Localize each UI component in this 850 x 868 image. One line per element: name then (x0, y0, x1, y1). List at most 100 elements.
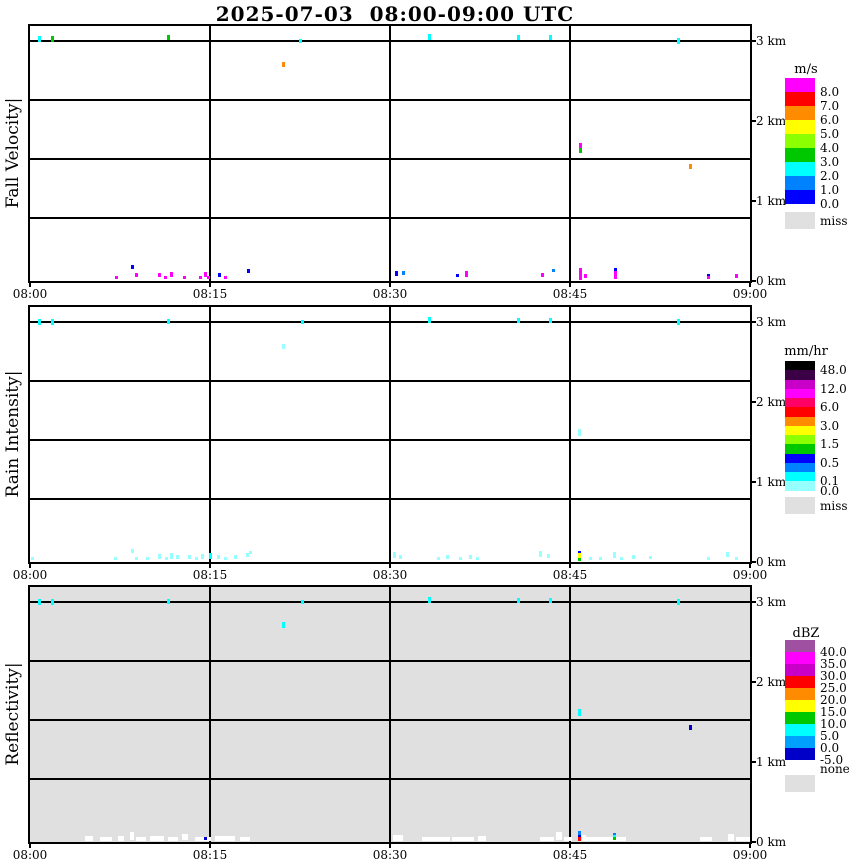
data-point (165, 556, 169, 560)
colorbar-miss-block (785, 775, 815, 792)
gridline-horizontal (30, 438, 750, 441)
data-point (455, 273, 459, 277)
y-tick-label: 0 km (756, 835, 787, 849)
x-tick-mark (749, 844, 751, 848)
data-point (393, 835, 404, 841)
colorbar-value-label: 25.0 (820, 681, 847, 695)
gridline-horizontal (30, 718, 750, 721)
colorbar-block (785, 398, 815, 408)
colorbar-value-label: 3.0 (820, 418, 840, 433)
colorbar-miss-block (785, 212, 815, 229)
data-point (166, 35, 170, 41)
data-point (84, 835, 93, 841)
data-point (198, 275, 202, 279)
y-tick-mark (752, 841, 756, 843)
data-point (207, 275, 211, 279)
data-point (612, 837, 616, 841)
data-point (401, 271, 405, 275)
colorbar-value-label: 35.0 (820, 657, 847, 671)
gridline-vertical (209, 307, 211, 562)
colorbar-value-label: 0.5 (820, 455, 840, 470)
colorbar-block (785, 425, 815, 435)
colorbar-block (785, 676, 815, 688)
colorbar-value-label: 6.0 (820, 400, 840, 415)
x-tick-label: 08:45 (552, 848, 588, 862)
colorbar-value-label: 10.0 (820, 717, 847, 731)
data-point (158, 273, 162, 278)
colorbar-block (785, 435, 815, 445)
data-point (676, 599, 680, 605)
data-point (188, 555, 192, 560)
colorbar-value-label: 3.0 (820, 155, 840, 169)
data-point (586, 836, 626, 841)
colorbar-value-label: 0.0 (820, 483, 840, 498)
data-point (245, 552, 249, 557)
data-point (476, 556, 480, 560)
colorbar-block (785, 444, 815, 454)
y-tick-mark (752, 40, 756, 42)
data-point (113, 556, 117, 560)
data-point (632, 555, 636, 560)
data-point (428, 597, 432, 604)
colorbar-miss-label: none (820, 762, 850, 776)
x-tick-label: 09:00 (732, 848, 768, 862)
data-point (706, 276, 710, 280)
colorbar-block (785, 120, 815, 134)
data-point (468, 555, 472, 560)
y-tick-mark (752, 601, 756, 603)
data-point (516, 34, 520, 40)
colorbar-value-label: 6.0 (820, 113, 840, 127)
gridline-vertical (209, 26, 211, 281)
x-tick-label: 08:45 (552, 568, 588, 582)
y-tick-mark (752, 761, 756, 763)
colorbar-value-label: 20.0 (820, 693, 847, 707)
data-point (150, 835, 165, 841)
data-point (428, 34, 432, 40)
x-tick-mark (389, 283, 391, 287)
data-point (579, 148, 583, 154)
data-point (176, 555, 180, 560)
colorbar-value-label: 7.0 (820, 99, 840, 113)
y-tick-mark (752, 401, 756, 403)
colorbar-block (785, 388, 815, 398)
data-point (727, 833, 734, 841)
data-point (215, 835, 235, 841)
data-point (588, 556, 592, 560)
gridline-vertical (209, 587, 211, 842)
data-point (578, 831, 582, 836)
colorbar-block (785, 134, 815, 148)
y-tick-label: 0 km (756, 274, 787, 288)
data-point (516, 317, 520, 323)
data-point (224, 275, 228, 279)
data-point (549, 597, 553, 603)
colorbar-block (785, 736, 815, 748)
data-point (614, 268, 618, 272)
x-tick-mark (389, 844, 391, 848)
x-tick-label: 08:30 (372, 287, 408, 301)
gridline-vertical (569, 26, 571, 281)
colorbar-block (785, 176, 815, 190)
data-point (208, 552, 212, 559)
x-tick-label: 08:30 (372, 848, 408, 862)
data-point (676, 319, 680, 325)
colorbar-block (785, 748, 815, 760)
gridline-horizontal (30, 40, 750, 42)
data-point (38, 35, 42, 42)
data-point (146, 556, 150, 560)
x-tick-label: 08:15 (192, 287, 228, 301)
data-point (546, 553, 550, 558)
colorbar-value-label: 0.0 (820, 197, 840, 211)
x-tick-label: 08:00 (12, 568, 48, 582)
data-point (51, 599, 55, 605)
data-point (578, 550, 582, 554)
colorbar-value-label: 0.1 (820, 474, 840, 489)
colorbar-value-label: 5.0 (820, 729, 840, 743)
data-point (135, 273, 139, 278)
colorbar-block (785, 106, 815, 120)
y-tick-mark (752, 561, 756, 563)
x-tick-mark (209, 564, 211, 568)
data-point (201, 553, 205, 559)
plot-area-fall-velocity (28, 24, 752, 283)
gridline-vertical (569, 307, 571, 562)
data-point (578, 428, 582, 436)
